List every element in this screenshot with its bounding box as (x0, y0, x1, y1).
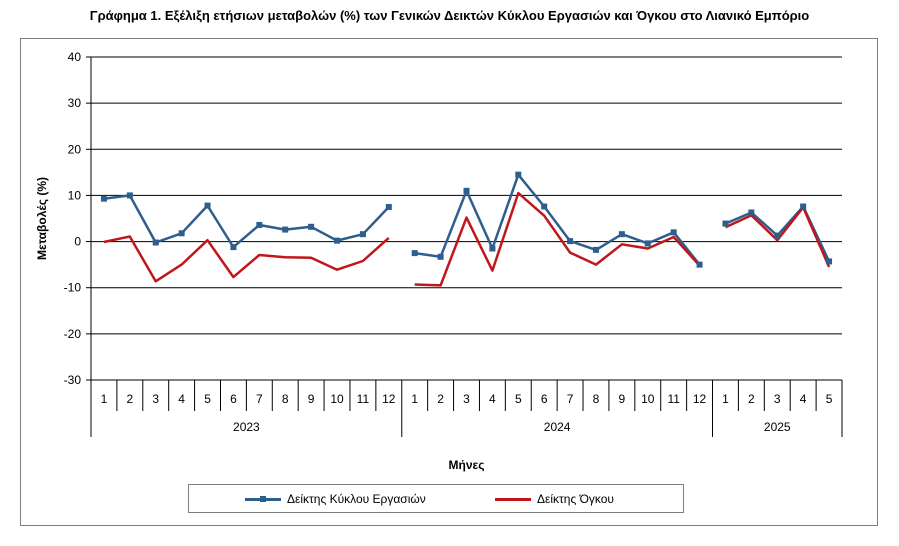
data-point-0 (800, 203, 807, 210)
series-line-1 (414, 191, 701, 287)
legend-swatch-volume-icon (495, 494, 531, 504)
data-point-0 (437, 253, 444, 260)
legend-item-volume: Δείκτης Όγκου (495, 491, 614, 507)
y-tick-label: -10 (64, 281, 82, 295)
y-tick-label: 0 (74, 235, 81, 249)
x-tick-label: 12 (693, 392, 707, 406)
y-tick-label: 10 (68, 188, 82, 202)
data-point-0 (463, 187, 470, 194)
x-tick-label: 10 (641, 392, 655, 406)
x-tick-label: 6 (541, 392, 548, 406)
data-point-0 (748, 209, 755, 216)
data-point-0 (385, 203, 392, 210)
legend-item-turnover: Δείκτης Κύκλου Εργασιών (245, 491, 426, 507)
data-point-0 (152, 239, 159, 246)
x-tick-label: 5 (515, 392, 522, 406)
x-tick-label: 9 (308, 392, 315, 406)
y-tick-label: -30 (64, 373, 82, 387)
x-tick-label: 1 (101, 392, 108, 406)
series-line-1 (103, 235, 390, 283)
legend-swatch-turnover-icon (245, 494, 281, 504)
data-point-0 (670, 229, 677, 236)
x-tick-label: 8 (282, 392, 289, 406)
series-line-0 (414, 173, 701, 266)
data-point-0 (515, 171, 522, 178)
x-tick-label: 11 (667, 392, 680, 406)
x-tick-label: 1 (722, 392, 729, 406)
series-line-1 (724, 206, 831, 268)
y-tick-label: 30 (68, 96, 82, 110)
data-point-0 (256, 221, 263, 228)
data-point-0 (592, 246, 599, 253)
y-tick-label: 20 (68, 142, 82, 156)
data-point-0 (308, 223, 315, 230)
y-tick-label: -20 (64, 327, 82, 341)
x-axis-title: Μήνες (449, 458, 485, 472)
x-tick-label: 11 (357, 392, 370, 406)
y-axis-title: Μεταβολές (%) (35, 177, 49, 260)
x-tick-label: 3 (463, 392, 470, 406)
x-tick-label: 6 (230, 392, 237, 406)
x-tick-label: 5 (826, 392, 833, 406)
x-tick-label: 10 (330, 392, 344, 406)
data-point-0 (774, 232, 781, 239)
chart-title: Γράφημα 1. Εξέλιξη ετήσιων μεταβολών (%)… (89, 8, 810, 23)
data-point-0 (178, 230, 185, 237)
year-label: 2024 (544, 420, 571, 434)
x-tick-label: 1 (411, 392, 418, 406)
legend-label-turnover: Δείκτης Κύκλου Εργασιών (287, 492, 426, 506)
year-label: 2025 (764, 420, 791, 434)
data-point-0 (282, 226, 289, 233)
chart-frame (20, 38, 878, 526)
legend-label-volume: Δείκτης Όγκου (537, 492, 614, 506)
x-tick-label: 2 (127, 392, 134, 406)
x-tick-label: 4 (178, 392, 185, 406)
x-tick-label: 7 (256, 392, 263, 406)
data-point-0 (411, 250, 418, 257)
x-tick-label: 2 (748, 392, 755, 406)
data-point-0 (489, 245, 496, 252)
data-point-0 (826, 258, 833, 265)
data-point-0 (334, 237, 341, 244)
data-point-0 (644, 240, 651, 247)
y-tick-label: 40 (68, 50, 82, 64)
data-point-0 (541, 203, 548, 210)
data-point-0 (722, 220, 729, 227)
data-point-0 (359, 231, 366, 238)
x-tick-label: 12 (382, 392, 396, 406)
x-tick-label: 2 (437, 392, 444, 406)
x-tick-label: 3 (774, 392, 781, 406)
series-line-0 (103, 194, 390, 249)
data-point-0 (618, 231, 625, 238)
data-point-0 (567, 238, 574, 245)
x-tick-label: 8 (593, 392, 600, 406)
data-point-0 (126, 192, 133, 199)
x-tick-label: 9 (619, 392, 626, 406)
x-tick-label: 7 (567, 392, 574, 406)
x-tick-label: 4 (489, 392, 496, 406)
data-point-0 (204, 202, 211, 209)
x-tick-label: 4 (800, 392, 807, 406)
year-label: 2023 (233, 420, 260, 434)
data-point-0 (696, 261, 703, 268)
x-tick-label: 5 (204, 392, 211, 406)
legend: Δείκτης Κύκλου Εργασιών Δείκτης Όγκου (188, 484, 684, 513)
x-tick-label: 3 (152, 392, 159, 406)
data-point-0 (230, 244, 237, 251)
data-point-0 (100, 195, 107, 202)
